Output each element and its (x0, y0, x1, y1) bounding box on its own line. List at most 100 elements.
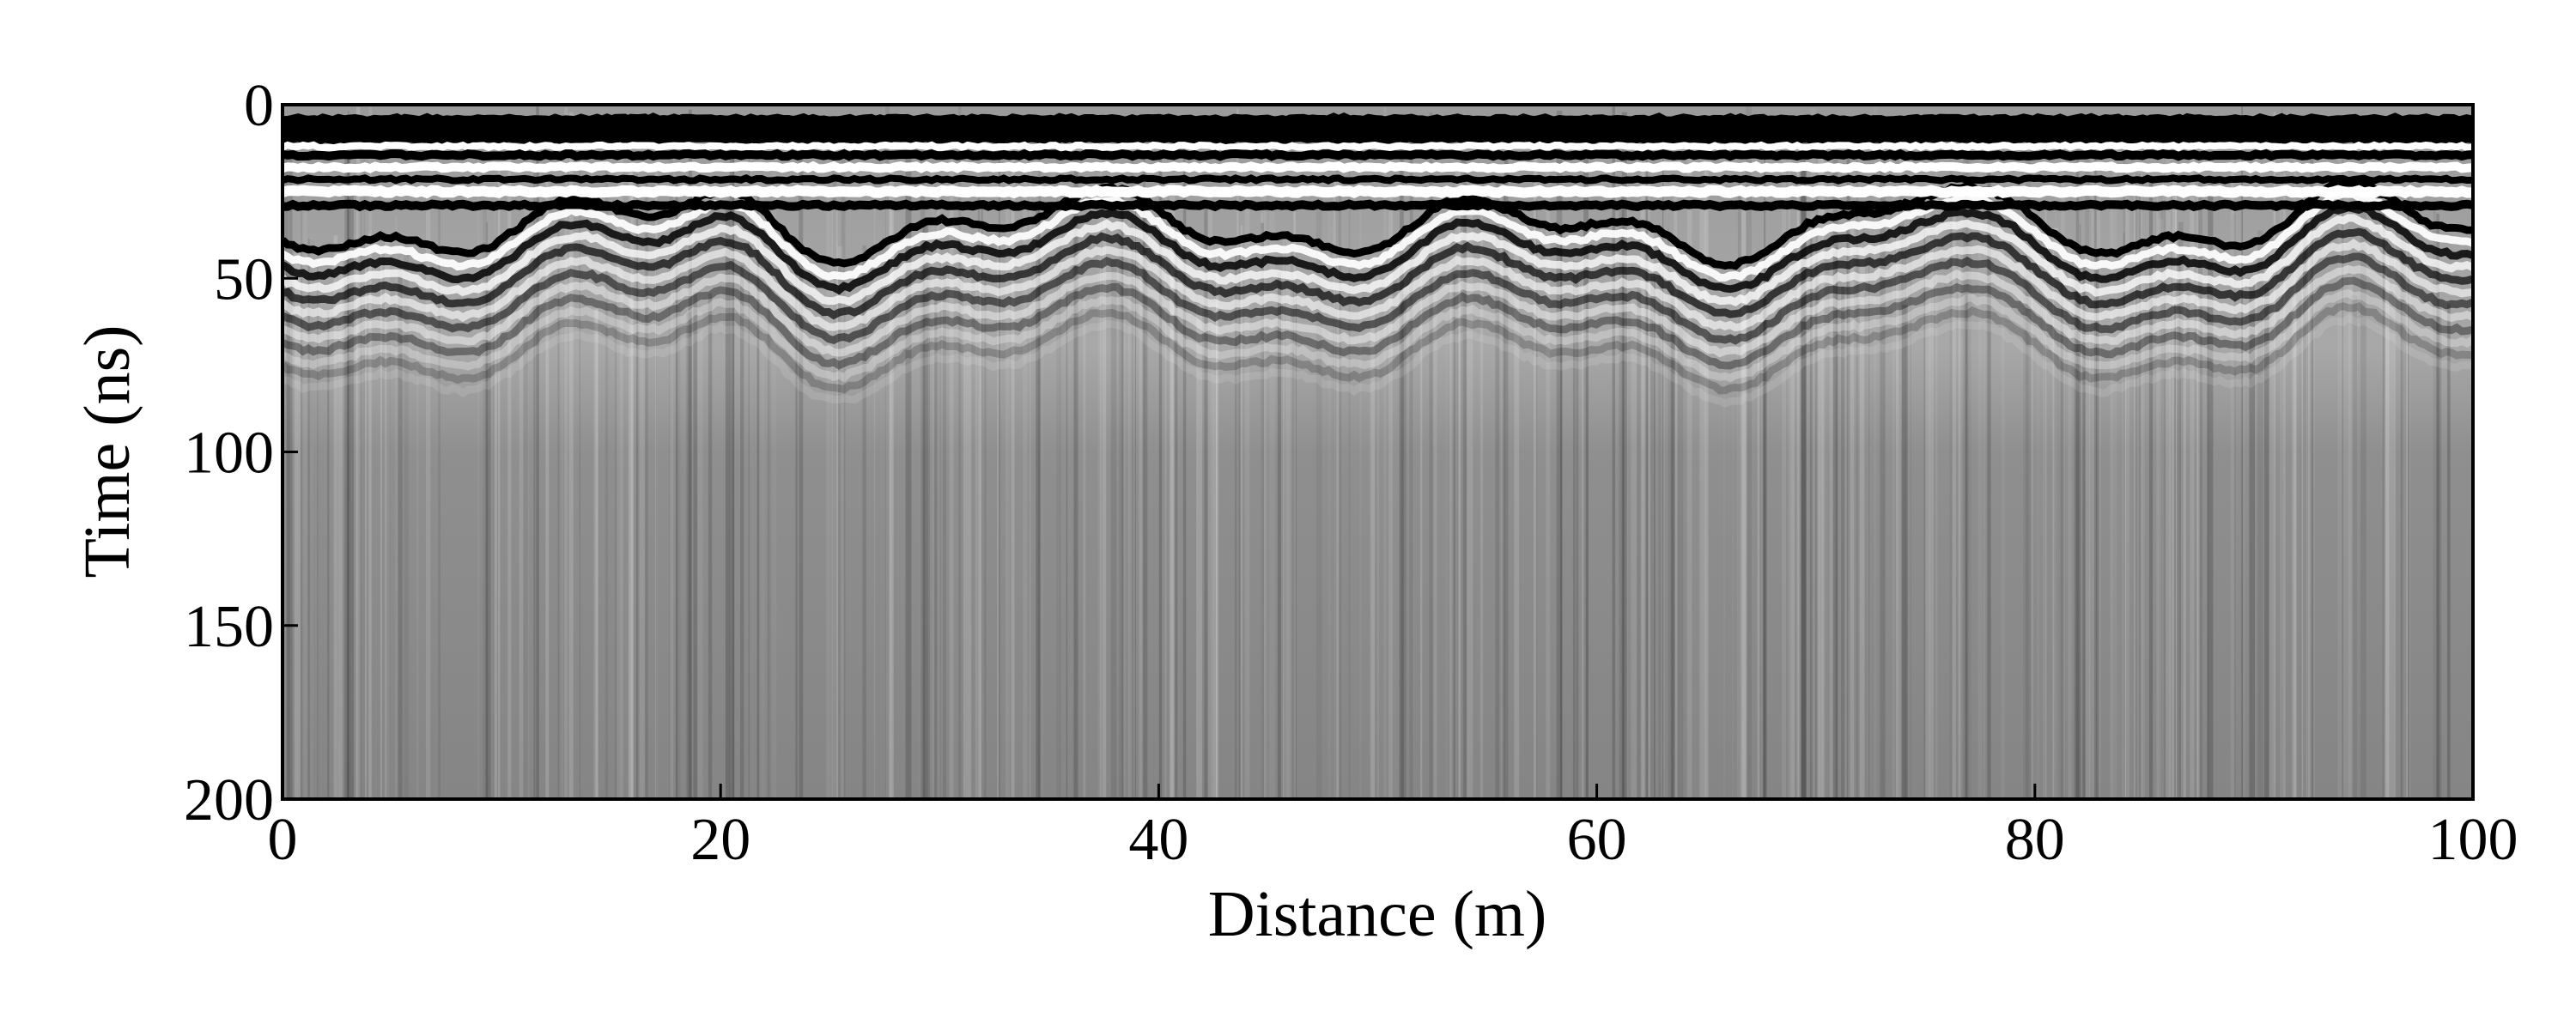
trace-streak (2122, 307, 2127, 799)
trace-streak (1612, 106, 1615, 799)
reflector (283, 252, 2473, 345)
trace-streak (2061, 131, 2065, 799)
trace-streak (832, 173, 837, 799)
trace-streak (1737, 177, 1741, 799)
trace-streak (1814, 268, 1820, 799)
trace-streak (978, 277, 983, 799)
trace-streak (2394, 185, 2396, 799)
trace-streak (2447, 304, 2451, 799)
trace-streak (697, 311, 703, 799)
trace-streak (756, 191, 760, 799)
trace-streak (380, 250, 382, 799)
trace-streak (493, 245, 495, 799)
trace-streak (1503, 204, 1509, 799)
trace-streak (1737, 288, 1740, 799)
trace-streak (1874, 107, 1877, 799)
trace-streak (1575, 256, 1577, 799)
direct-wave (283, 141, 2473, 152)
trace-streak (2351, 294, 2358, 799)
trace-streak (1039, 196, 1044, 799)
trace-streak (884, 105, 890, 799)
trace-streak (1895, 227, 1902, 799)
y-tick-label: 100 (184, 421, 274, 487)
trace-streak (889, 126, 894, 799)
trace-streak (2436, 214, 2439, 799)
trace-streak (1668, 227, 1670, 799)
trace-streak (862, 245, 866, 799)
trace-streak (614, 286, 620, 799)
trace-streak (1420, 234, 1423, 799)
trace-streak (1185, 181, 1187, 799)
trace-streak (1173, 312, 1176, 799)
trace-streak (1704, 166, 1709, 799)
trace-streak (2382, 209, 2386, 799)
trace-streak (368, 233, 372, 799)
trace-streak (1965, 294, 1968, 799)
y-tick-label: 50 (214, 246, 274, 312)
trace-streak (943, 270, 946, 799)
trace-streak (1056, 154, 1059, 799)
reflector (283, 214, 2473, 307)
trace-streak (1829, 245, 1836, 799)
trace-streak (1036, 201, 1041, 799)
trace-streak (1204, 209, 1208, 799)
trace-streak (2384, 245, 2390, 799)
trace-streak (1782, 154, 1787, 799)
trace-streak (1066, 288, 1068, 799)
trace-streak (1139, 249, 1145, 799)
trace-streak (922, 225, 928, 799)
trace-streak (333, 235, 338, 799)
trace-streak (2198, 177, 2203, 799)
trace-streak (655, 136, 658, 799)
trace-streak (1737, 272, 1742, 799)
trace-streak (1723, 274, 1726, 799)
trace-streak (337, 255, 343, 799)
trace-streak (1582, 285, 1586, 799)
trace-streak (2169, 264, 2176, 799)
trace-streak (2180, 263, 2186, 799)
trace-streak (2390, 271, 2395, 799)
y-tick-label: 200 (184, 767, 274, 833)
trace-streak (1396, 294, 1400, 799)
trace-streak (1880, 161, 1886, 799)
trace-streak (485, 288, 491, 799)
trace-streak (2407, 191, 2409, 799)
trace-streak (1631, 288, 1637, 799)
trace-streak (1584, 222, 1589, 799)
trace-streak (1966, 162, 1969, 799)
trace-streak (975, 237, 980, 799)
trace-streak (1572, 260, 1579, 799)
trace-streak (1809, 235, 1813, 799)
trace-streak (890, 211, 893, 799)
trace-streak (983, 275, 987, 799)
trace-streak (2136, 172, 2143, 799)
trace-streak (564, 107, 568, 799)
trace-streak (732, 117, 734, 799)
trace-streak (2082, 265, 2086, 799)
trace-streak (1929, 238, 1934, 799)
trace-streak (524, 197, 530, 799)
trace-streak (688, 109, 692, 799)
trace-streak (347, 134, 351, 799)
trace-streak (1619, 198, 1625, 799)
trace-streak (1699, 177, 1704, 799)
trace-streak (932, 165, 935, 799)
trace-streak (919, 126, 926, 799)
trace-streak (1216, 304, 1218, 799)
trace-streak (1348, 136, 1351, 799)
trace-streak (477, 130, 479, 799)
trace-streak (656, 239, 658, 799)
trace-streak (2172, 168, 2178, 799)
trace-streak (936, 186, 940, 799)
trace-streak (1269, 115, 1275, 799)
trace-streak (997, 242, 999, 799)
trace-streak (2436, 306, 2442, 799)
trace-streak (1208, 187, 1213, 799)
trace-streak (1868, 261, 1870, 799)
trace-streak (1143, 263, 1145, 799)
trace-streak (2095, 185, 2101, 799)
trace-streak (1453, 274, 1459, 799)
trace-streak (2383, 303, 2385, 799)
trace-streak (1800, 148, 1806, 799)
trace-streak (303, 144, 307, 799)
